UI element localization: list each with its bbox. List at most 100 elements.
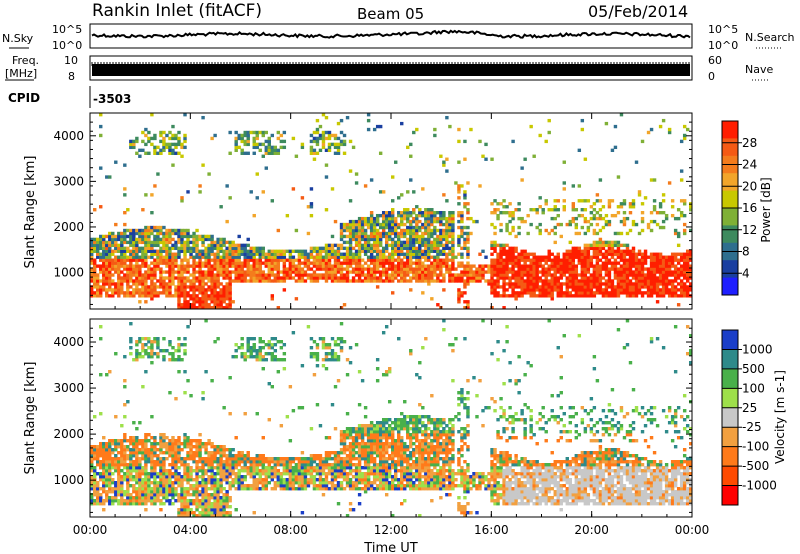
echo-cell	[315, 246, 320, 251]
echo-cell	[568, 279, 572, 283]
echo-cell	[430, 270, 434, 274]
echo-cell	[93, 273, 97, 277]
echo-cell	[625, 264, 630, 268]
echo-cell	[180, 490, 184, 494]
echo-cell	[415, 252, 419, 256]
echo-cell	[276, 136, 281, 141]
echo-cell	[162, 285, 166, 289]
echo-cell	[291, 267, 296, 271]
echo-cell	[93, 466, 97, 470]
echo-cell	[424, 270, 428, 274]
echo-cell	[117, 466, 121, 470]
echo-cell	[177, 439, 181, 443]
echo-cell	[231, 469, 235, 473]
echo-cell	[195, 234, 199, 239]
echo-cell	[252, 213, 256, 218]
echo-cell	[198, 505, 202, 509]
echo-cell	[141, 439, 145, 443]
echo-cell	[511, 213, 515, 218]
echo-cell	[655, 258, 660, 262]
echo-cell	[261, 249, 265, 253]
echo-cell	[457, 237, 461, 242]
echo-cell	[589, 276, 594, 280]
echo-cell	[147, 234, 151, 239]
echo-cell	[228, 279, 232, 283]
echo-cell	[126, 255, 130, 259]
echo-cell	[324, 130, 329, 135]
echo-cell	[336, 142, 341, 147]
echo-cell	[105, 469, 109, 473]
echo-cell	[192, 246, 196, 251]
echo-cell	[159, 451, 163, 455]
echo-cell	[514, 285, 518, 289]
echo-cell	[598, 279, 603, 283]
echo-cell	[643, 282, 648, 286]
echo-cell	[460, 246, 464, 251]
echo-cell	[180, 358, 184, 362]
echo-cell	[270, 258, 275, 262]
echo-cell	[195, 246, 199, 251]
echo-cell	[360, 225, 365, 230]
echo-cell	[147, 288, 151, 292]
echo-cell	[625, 276, 630, 280]
echo-cell	[463, 202, 467, 206]
echo-cell	[345, 115, 350, 120]
echo-cell	[201, 463, 205, 467]
echo-cell	[249, 255, 253, 259]
echo-cell	[162, 487, 166, 491]
echo-cell	[535, 288, 539, 292]
echo-cell	[288, 249, 293, 253]
echo-cell	[436, 216, 440, 221]
echo-cell	[186, 285, 190, 289]
echo-cell	[493, 249, 497, 253]
echo-cell	[357, 237, 362, 242]
echo-cell	[99, 113, 103, 117]
echo-cell	[117, 451, 121, 455]
echo-cell	[595, 240, 600, 245]
echo-cell	[144, 270, 148, 274]
echo-cell	[126, 400, 130, 404]
echo-cell	[547, 267, 551, 271]
echo-cell	[460, 273, 464, 277]
echo-cell	[132, 267, 136, 271]
echo-cell	[375, 285, 380, 289]
echo-cell	[111, 487, 115, 491]
echo-cell	[598, 199, 603, 203]
echo-cell	[448, 264, 452, 268]
echo-cell	[351, 222, 356, 227]
echo-cell	[634, 264, 639, 268]
echo-cell	[231, 484, 235, 488]
echo-cell	[418, 246, 422, 251]
echo-cell	[649, 270, 654, 274]
echo-cell	[679, 285, 684, 289]
echo-cell	[276, 258, 281, 262]
echo-cell	[192, 490, 196, 494]
echo-cell	[249, 246, 253, 251]
echo-cell	[162, 490, 166, 494]
echo-cell	[96, 288, 100, 292]
echo-cell	[580, 282, 585, 286]
echo-cell	[306, 205, 311, 209]
echo-cell	[237, 252, 241, 256]
echo-cell	[117, 264, 121, 268]
echo-cell	[102, 243, 106, 248]
echo-cell	[144, 436, 148, 440]
echo-cell	[583, 246, 588, 251]
echo-cell	[204, 457, 208, 461]
echo-cell	[318, 133, 323, 138]
echo-cell	[171, 487, 175, 491]
echo-cell	[538, 222, 542, 227]
echo-cell	[279, 133, 284, 138]
echo-cell	[625, 294, 630, 298]
echo-cell	[213, 279, 217, 283]
power-heatmap-cells	[90, 113, 693, 310]
echo-cell	[637, 258, 642, 262]
echo-cell	[246, 133, 250, 138]
freq-unit-label: [MHz]	[5, 67, 37, 80]
echo-cell	[493, 231, 497, 236]
echo-cell	[186, 294, 190, 298]
echo-cell	[225, 481, 229, 485]
echo-cell	[535, 285, 539, 289]
echo-cell	[183, 463, 187, 467]
echo-cell	[577, 246, 582, 251]
